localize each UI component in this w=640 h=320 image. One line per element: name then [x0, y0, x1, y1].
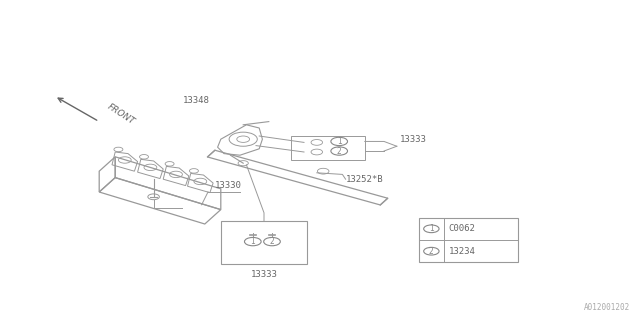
Text: FRONT: FRONT — [106, 102, 136, 126]
Text: 13333: 13333 — [400, 135, 427, 144]
Bar — [221, 221, 307, 264]
Circle shape — [264, 237, 280, 246]
Text: 13348: 13348 — [182, 96, 209, 105]
Bar — [419, 218, 518, 262]
Text: A012001202: A012001202 — [584, 303, 630, 312]
Text: 13333: 13333 — [251, 270, 277, 279]
Text: 2: 2 — [337, 147, 342, 156]
Text: 2: 2 — [269, 237, 275, 246]
Bar — [291, 136, 365, 160]
Text: 1: 1 — [250, 237, 255, 246]
Circle shape — [331, 147, 348, 155]
Text: 1: 1 — [337, 137, 342, 146]
Text: 13330: 13330 — [214, 181, 241, 190]
Text: 1: 1 — [429, 224, 434, 233]
Circle shape — [424, 247, 439, 255]
Circle shape — [424, 225, 439, 233]
Circle shape — [331, 137, 348, 146]
Text: 13234: 13234 — [449, 247, 476, 256]
Text: C0062: C0062 — [449, 224, 476, 233]
Text: 13252*B: 13252*B — [346, 175, 383, 184]
Circle shape — [244, 237, 261, 246]
Text: 2: 2 — [429, 247, 434, 256]
